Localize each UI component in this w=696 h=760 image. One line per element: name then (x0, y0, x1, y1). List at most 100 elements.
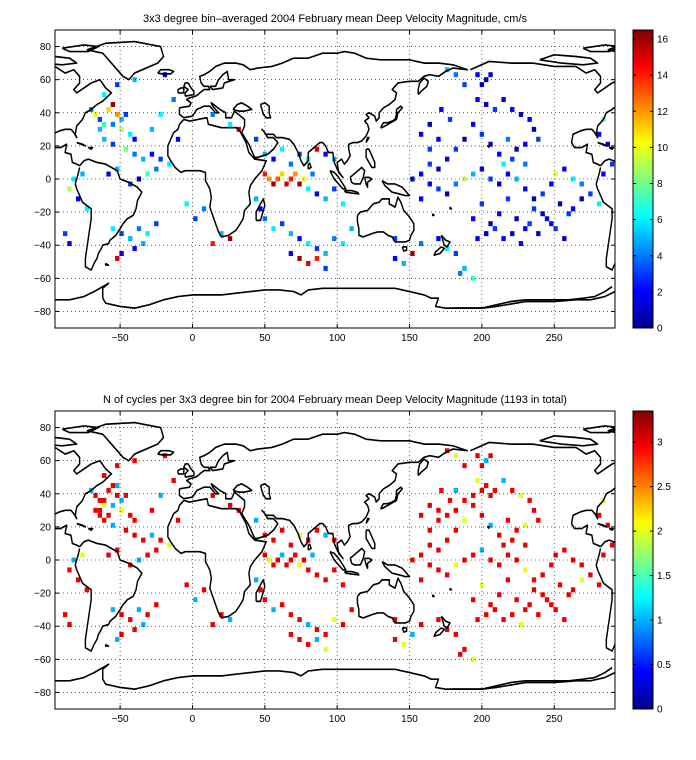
data-cell (110, 483, 116, 488)
data-cell (119, 251, 124, 256)
data-cell (132, 517, 137, 523)
data-cell (497, 181, 502, 187)
data-cell (436, 507, 441, 513)
data-cell (119, 612, 124, 618)
data-cell (570, 587, 576, 593)
data-cell (462, 265, 467, 271)
data-cell (158, 156, 163, 162)
data-cell (288, 632, 294, 637)
data-cell (149, 151, 155, 157)
data-cell (154, 221, 159, 227)
data-cell (128, 512, 133, 518)
data-cell (540, 572, 545, 578)
data-cell (145, 552, 150, 558)
data-cell (553, 552, 558, 558)
data-cell (132, 136, 137, 142)
colorbar-tick-label: 8 (657, 179, 663, 190)
data-cell (453, 562, 458, 568)
data-cell (427, 121, 432, 127)
x-tick-label: 150 (401, 714, 418, 725)
data-cell (75, 577, 81, 583)
data-cell (115, 492, 120, 498)
data-cell (119, 116, 124, 122)
data-cell (162, 72, 168, 78)
data-cell (123, 527, 129, 533)
data-cell (271, 226, 276, 232)
data-cell (149, 126, 155, 132)
data-cell (514, 146, 519, 152)
data-cell (505, 517, 511, 523)
data-cell (67, 241, 72, 247)
data-cell (314, 627, 320, 633)
data-cell (475, 236, 480, 242)
x-tick-label: 0 (190, 333, 196, 344)
colorbar-tick-label: 2 (657, 527, 663, 538)
data-cell (128, 131, 133, 137)
data-cell (123, 492, 129, 498)
data-cell (314, 527, 320, 533)
data-cell (284, 562, 289, 568)
data-cell (119, 126, 124, 132)
data-cell (280, 602, 285, 608)
data-cell (323, 577, 328, 583)
data-cell (115, 82, 120, 88)
data-cell (297, 255, 302, 261)
data-cell (97, 497, 103, 503)
data-cell (115, 547, 120, 553)
colorbar-tick-label: 1 (657, 616, 663, 627)
data-cell (471, 171, 476, 177)
data-cell (97, 512, 103, 518)
data-cell (427, 146, 432, 152)
data-cell (514, 176, 519, 182)
data-cell (536, 517, 541, 523)
data-cell (210, 241, 215, 247)
data-cell (562, 166, 567, 172)
colorbar-tick-label: 1.5 (657, 571, 671, 582)
coastline-wrap (452, 421, 615, 690)
data-cell (475, 478, 480, 484)
data-cell (588, 191, 593, 197)
data-cell (306, 186, 311, 192)
data-cell (119, 231, 124, 237)
data-cell (67, 186, 72, 192)
data-cell (132, 458, 137, 464)
plot-area (55, 40, 615, 309)
data-cell (488, 522, 493, 528)
colorbar-tick-label: 14 (657, 71, 669, 82)
data-cell (471, 275, 476, 281)
data-cell (579, 577, 584, 583)
data-cell (479, 463, 485, 469)
data-cell (553, 607, 558, 613)
data-cell (158, 492, 163, 498)
data-cell (332, 236, 337, 242)
data-cell (444, 537, 450, 543)
data-cell (167, 542, 172, 548)
data-cell (453, 251, 458, 256)
data-cell (436, 166, 441, 172)
colorbar-tick-label: 4 (657, 251, 663, 262)
colorbar-gradient (633, 411, 653, 709)
data-cell (253, 577, 259, 583)
data-cell (444, 627, 450, 633)
data-cell (219, 231, 224, 237)
data-cell (531, 507, 537, 513)
data-cell (453, 632, 458, 637)
data-cell (306, 567, 311, 573)
data-cell (128, 617, 133, 623)
data-cell (453, 507, 458, 513)
data-cell (162, 453, 168, 459)
data-cell (141, 622, 146, 628)
data-cell (297, 181, 302, 187)
data-cell (488, 141, 493, 147)
x-tick-label: 100 (329, 333, 346, 344)
data-cell (141, 537, 146, 543)
data-cell (544, 216, 550, 222)
data-cell (280, 527, 285, 533)
data-cell (501, 161, 506, 167)
data-cell (536, 136, 541, 142)
data-cell (462, 463, 467, 469)
data-cell (518, 241, 524, 247)
data-cell (444, 67, 450, 73)
data-cell (75, 196, 81, 202)
data-cell (523, 607, 528, 613)
